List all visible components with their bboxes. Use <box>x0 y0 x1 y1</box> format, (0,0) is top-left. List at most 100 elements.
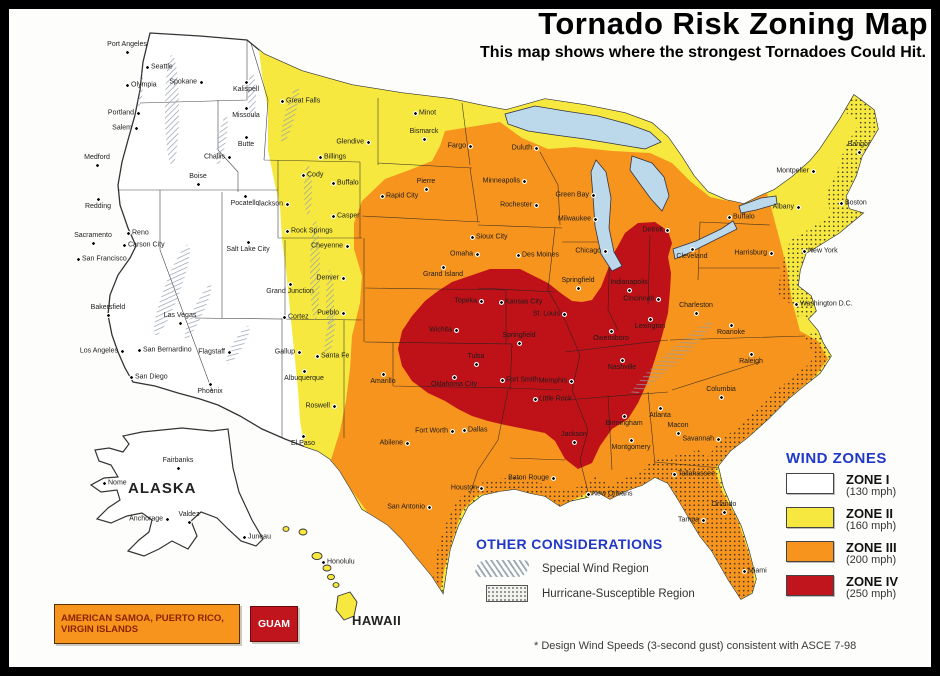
legend-zone-name: ZONE II <box>846 506 893 521</box>
legend-swatch <box>786 473 834 494</box>
city-dot <box>657 405 663 411</box>
city-label: Topeka <box>454 297 477 305</box>
city-dot <box>521 178 527 184</box>
city-label: Kalispell <box>232 86 260 93</box>
city-label: Rock Springs <box>291 227 333 235</box>
city-label: San Francisco <box>82 255 127 263</box>
city-dot <box>689 246 695 252</box>
city-label: Montgomery <box>611 444 651 451</box>
city-dot <box>621 413 627 419</box>
city-label: Jackson <box>561 431 587 438</box>
city-label: Savannah <box>682 435 714 443</box>
city-label: Duluth <box>511 144 532 152</box>
city-label: Detroit <box>642 226 663 234</box>
city-dot <box>421 136 427 142</box>
other-considerations: OTHER CONSIDERATIONS Special Wind Region… <box>473 536 766 610</box>
city-dot <box>317 154 323 160</box>
other-considerations-title: OTHER CONSIDERATIONS <box>476 536 663 552</box>
city-label: Seattle <box>151 63 173 71</box>
city-dot <box>243 105 249 111</box>
city-dot <box>449 428 455 434</box>
city-label: Little Rock <box>539 395 572 403</box>
territory-box-samoa-pr-vi: AMERICAN SAMOA, PUERTO RICO, VIRGIN ISLA… <box>54 604 240 644</box>
city-label: Amarillo <box>370 378 396 385</box>
city-label: Macon <box>667 422 689 429</box>
hurricane-region-overlays <box>431 79 878 599</box>
city-dot <box>499 377 505 383</box>
page-title: Tornado Risk Zoning Map <box>538 6 928 41</box>
city-dot <box>135 110 141 116</box>
city-dot <box>671 471 677 477</box>
legend-zone-name: ZONE III <box>846 540 897 555</box>
city-label: Tallahassee <box>678 470 715 478</box>
city-dot <box>281 314 287 320</box>
city-label: Missoula <box>232 112 260 119</box>
city-label: Denver <box>316 274 339 282</box>
city-label: Chicago <box>575 247 601 255</box>
city-dot <box>301 368 307 374</box>
city-label: Jackson <box>257 200 283 208</box>
city-label: New York <box>808 247 838 255</box>
city-label: El Paso <box>290 440 316 447</box>
city-label: Tulsa <box>467 353 485 360</box>
city-label: Challis <box>203 153 225 161</box>
city-dot <box>532 396 538 402</box>
city-label: Indianapolis <box>610 279 648 286</box>
city-label: San Bernardino <box>143 346 192 354</box>
legend-zone-text: ZONE III (200 mph) <box>846 541 897 566</box>
city-dot <box>700 517 706 523</box>
city-label: Flagstaff <box>198 348 225 356</box>
legend-zone-speed: (130 mph) <box>846 486 897 498</box>
city-label: Rochester <box>500 201 532 209</box>
city-dot <box>340 275 346 281</box>
city-label: Phoenix <box>197 388 223 395</box>
city-label: Memphis <box>538 377 567 385</box>
city-label: Sioux City <box>476 233 508 241</box>
city-dot <box>533 145 539 151</box>
city-dot <box>404 440 410 446</box>
city-label: Fairbanks <box>162 457 194 464</box>
city-label: Birmingham <box>605 420 643 427</box>
city-dot <box>474 251 480 257</box>
legend-zone-speed: (200 mph) <box>846 554 897 566</box>
legend-row-zone-iv: ZONE IV (250 mph) <box>786 575 936 600</box>
city-dot <box>793 301 799 307</box>
city-label: Harrisburg <box>734 249 767 257</box>
city-dot <box>226 154 232 160</box>
legend-zone-speed: (250 mph) <box>846 588 897 600</box>
city-dot <box>243 134 249 140</box>
city-dot <box>590 192 596 198</box>
city-dot <box>741 568 747 574</box>
city-dot <box>426 504 432 510</box>
alaska-region <box>89 427 264 557</box>
city-label: Fargo <box>447 142 466 150</box>
legend-title: WIND ZONES <box>786 450 887 467</box>
city-label: Oklahoma City <box>431 381 477 388</box>
city-label: Redding <box>84 203 112 210</box>
city-label: Casper <box>337 212 360 220</box>
city-label: Roswell <box>305 402 330 410</box>
legend-row-zone-iii: ZONE III (200 mph) <box>786 541 936 566</box>
city-label: Cody <box>307 171 324 179</box>
city-label: Baton Rouge <box>508 474 549 482</box>
special-wind-region-row: Special Wind Region <box>473 560 766 577</box>
city-label: Nome <box>108 479 127 487</box>
city-dot <box>626 287 632 293</box>
city-label: Billings <box>324 153 347 161</box>
city-dot <box>515 252 521 258</box>
city-label: Houston <box>450 484 477 492</box>
city-dot <box>693 310 699 316</box>
city-dot <box>423 186 429 192</box>
city-label: Olympia <box>131 81 157 89</box>
city-label: Bismarck <box>409 128 439 135</box>
city-label: Charleston <box>679 302 713 309</box>
city-dot <box>380 371 386 377</box>
city-label: Cortez <box>288 313 309 321</box>
city-dot <box>718 394 724 400</box>
legend-zone-text: ZONE II (160 mph) <box>846 507 896 532</box>
city-label: Fort Worth <box>415 427 448 435</box>
city-dot <box>795 204 801 210</box>
city-label: Washington D.C. <box>800 300 853 308</box>
